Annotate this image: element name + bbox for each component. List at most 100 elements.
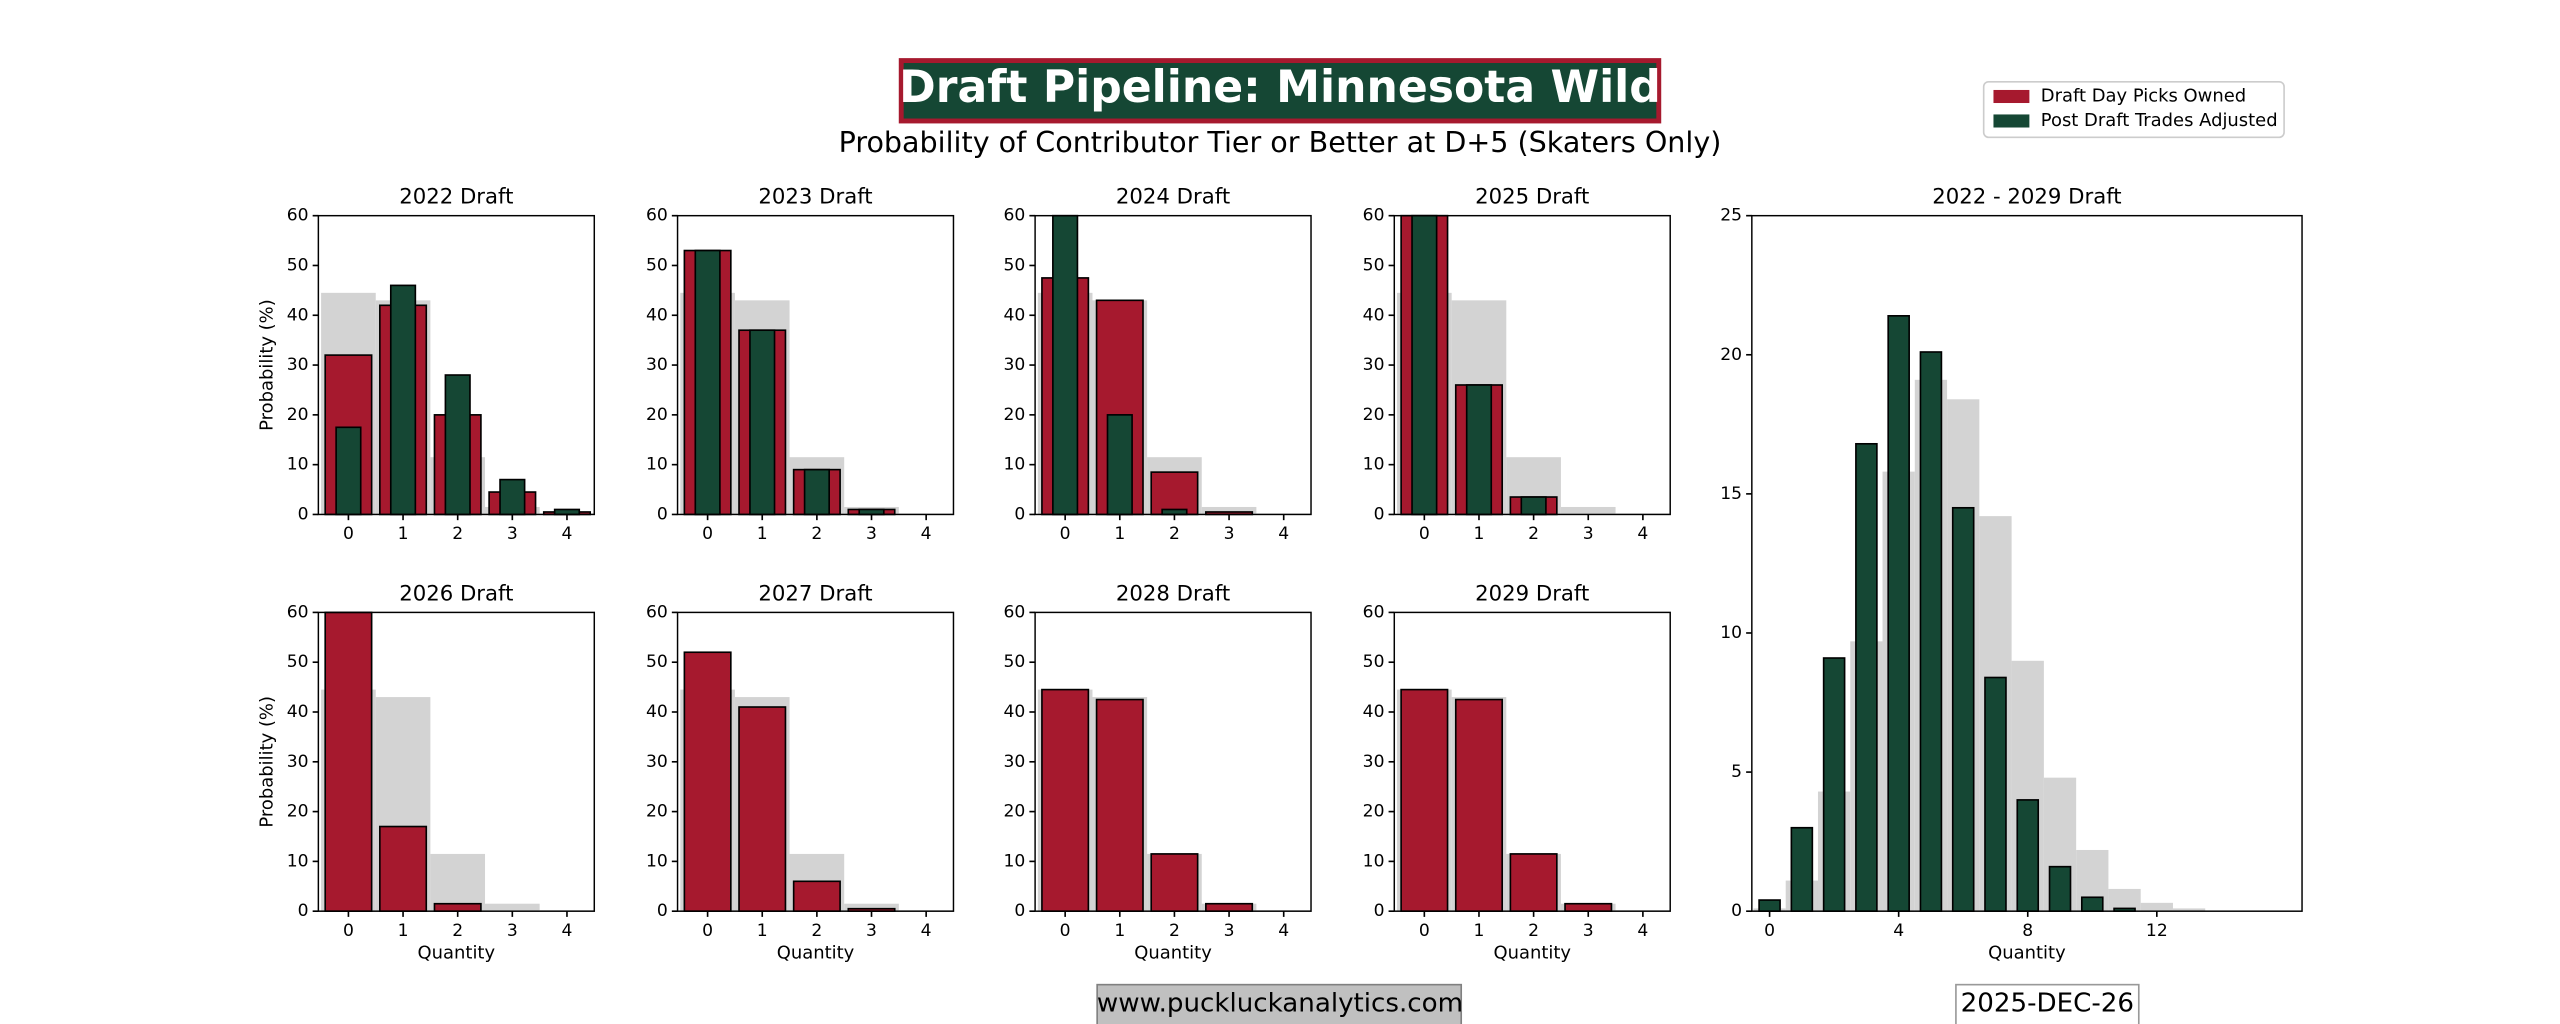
bar — [389, 284, 417, 516]
y-tick-label: 30 — [646, 355, 668, 375]
y-tick-label: 10 — [1004, 455, 1026, 475]
x-tick-label: 8 — [2022, 921, 2033, 941]
x-tick-label: 3 — [507, 524, 518, 544]
x-tick-label: 0 — [702, 921, 713, 941]
title: Draft Pipeline: Minnesota Wild — [899, 62, 1661, 113]
axes-title: 2028 Draft — [1116, 581, 1230, 606]
x-tick-label: 0 — [1764, 921, 1775, 941]
x-tick-label: 0 — [343, 524, 354, 544]
bar — [803, 468, 830, 516]
axes-title: 2022 Draft — [399, 185, 513, 210]
x-tick-label: 3 — [1583, 524, 1594, 544]
y-tick-label: 0 — [298, 504, 309, 524]
y-tick-label: 60 — [1363, 602, 1385, 622]
bar — [1564, 902, 1613, 912]
y-tick-label: 40 — [646, 305, 668, 325]
x-tick-label: 3 — [1224, 921, 1235, 941]
y-tick-label: 0 — [1014, 901, 1025, 921]
bar — [738, 706, 787, 913]
legend-label: Draft Day Picks Owned — [2041, 85, 2246, 106]
x-tick-label: 1 — [1114, 921, 1125, 941]
x-tick-label: 3 — [507, 921, 518, 941]
y-tick-label: 0 — [1374, 901, 1385, 921]
footer-right-box — [1955, 983, 2140, 1024]
x-tick-label: 2 — [1169, 524, 1180, 544]
footer-left: www.puckluckanalytics.com — [1097, 989, 1463, 1019]
bar — [2016, 799, 2040, 913]
bar — [1951, 506, 1975, 913]
x-tick-label: 2 — [811, 524, 822, 544]
axes-title: 2022 - 2029 Draft — [1932, 185, 2121, 210]
x-tick-label: 2 — [1169, 921, 1180, 941]
y-tick-label: 40 — [646, 702, 668, 722]
x-axis-label: Quantity — [777, 943, 855, 964]
axes-title: 2026 Draft — [399, 581, 513, 606]
legend-swatch — [1993, 89, 2030, 104]
x-tick-label: 2 — [452, 524, 463, 544]
x-tick-label: 4 — [921, 524, 932, 544]
subtitle: Probability of Contributor Tier or Bette… — [839, 125, 1722, 159]
x-tick-label: 1 — [757, 921, 768, 941]
bar — [1400, 688, 1449, 913]
x-axis-label: Quantity — [1134, 943, 1212, 964]
bar — [1150, 471, 1199, 516]
y-tick-label: 10 — [1363, 851, 1385, 871]
bar — [1205, 902, 1254, 912]
bar — [324, 611, 373, 912]
x-tick-label: 3 — [866, 921, 877, 941]
axes-title: 2025 Draft — [1475, 185, 1589, 210]
x-tick-label: 1 — [1474, 921, 1485, 941]
y-tick-label: 30 — [646, 752, 668, 772]
y-tick-label: 60 — [646, 206, 668, 226]
y-tick-label: 10 — [646, 455, 668, 475]
y-tick-label: 60 — [287, 602, 309, 622]
bar — [792, 880, 841, 913]
x-tick-label: 4 — [1893, 921, 1904, 941]
y-tick-label: 0 — [298, 901, 309, 921]
x-tick-label: 4 — [1637, 921, 1648, 941]
bar — [1095, 698, 1144, 913]
x-axis-label: Quantity — [418, 943, 496, 964]
y-axis-label: Probability (%) — [257, 696, 278, 828]
y-tick-label: 40 — [1004, 305, 1026, 325]
y-tick-label: 10 — [1363, 455, 1385, 475]
bar — [1855, 442, 1878, 913]
x-tick-label: 0 — [1419, 921, 1430, 941]
axes-frame — [1393, 611, 1671, 912]
bar — [1822, 657, 1846, 913]
x-tick-label: 0 — [1060, 921, 1071, 941]
y-tick-label: 20 — [287, 802, 309, 822]
y-tick-label: 30 — [1363, 355, 1385, 375]
x-tick-label: 0 — [1419, 524, 1430, 544]
bar — [1454, 698, 1504, 913]
x-tick-label: 12 — [2146, 921, 2168, 941]
bar — [1758, 899, 1781, 913]
x-tick-label: 0 — [343, 921, 354, 941]
bar — [1041, 688, 1090, 913]
axes-title: 2029 Draft — [1475, 581, 1589, 606]
bar — [694, 249, 721, 516]
footer-left-box — [1096, 983, 1463, 1024]
y-tick-label: 50 — [1004, 652, 1026, 672]
x-tick-label: 4 — [562, 921, 573, 941]
x-tick-label: 0 — [1060, 524, 1071, 544]
bar — [1560, 506, 1616, 515]
x-tick-label: 3 — [1583, 921, 1594, 941]
x-tick-label: 1 — [398, 921, 409, 941]
y-tick-label: 50 — [1004, 255, 1026, 275]
legend-label: Post Draft Trades Adjusted — [2041, 110, 2278, 131]
x-tick-label: 1 — [757, 524, 768, 544]
y-tick-label: 0 — [657, 504, 668, 524]
bar — [444, 374, 471, 516]
bar — [1887, 315, 1910, 912]
x-tick-label: 3 — [866, 524, 877, 544]
y-tick-label: 40 — [287, 305, 309, 325]
x-tick-label: 4 — [562, 524, 573, 544]
y-tick-label: 20 — [1720, 345, 1742, 365]
x-tick-label: 4 — [1637, 524, 1648, 544]
y-tick-label: 60 — [646, 602, 668, 622]
y-tick-label: 40 — [287, 702, 309, 722]
y-tick-label: 60 — [287, 206, 309, 226]
bar — [553, 508, 581, 516]
x-tick-label: 1 — [1114, 524, 1125, 544]
